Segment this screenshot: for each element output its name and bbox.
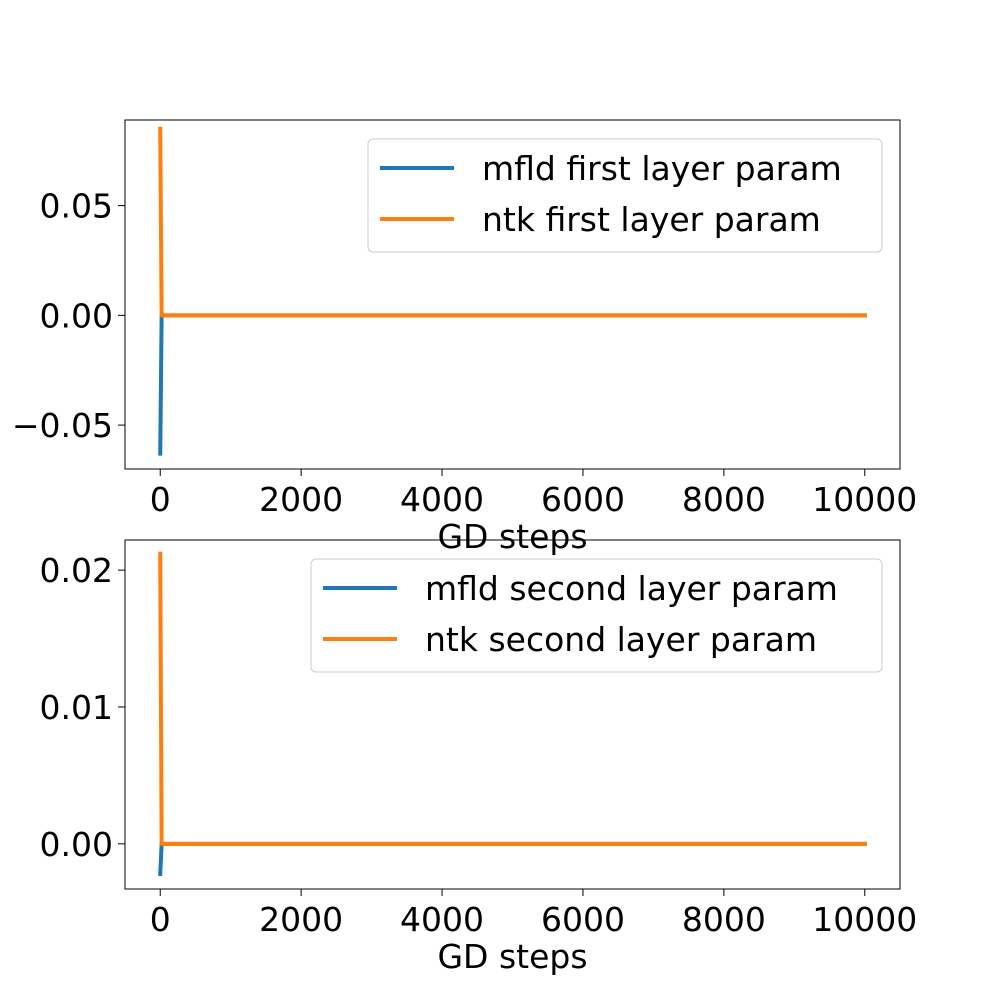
series-group — [158, 126, 867, 456]
legend-label: ntk second layer param — [425, 620, 817, 659]
x-tick-label: 0 — [150, 480, 171, 519]
x-tick-label: 4000 — [400, 900, 484, 939]
y-tick-label: 0.02 — [40, 551, 113, 590]
series-group — [158, 551, 867, 877]
x-tick-label: 10000 — [812, 480, 917, 519]
x-tick-label: 8000 — [682, 480, 766, 519]
y-tick-label: 0.05 — [40, 187, 113, 226]
x-tick-label: 2000 — [259, 900, 343, 939]
legend: mfld second layer param ntk second layer … — [310, 558, 883, 673]
chart-first-layer: 0 2000 4000 6000 8000 10000 −0.05 0.00 0.05 GD st… — [12, 119, 917, 556]
y-tick-label: −0.05 — [12, 406, 113, 445]
x-tick-label: 8000 — [682, 900, 766, 939]
axes-frame — [124, 119, 901, 470]
x-tick-label: 0 — [150, 900, 171, 939]
series-line-ntk — [158, 126, 867, 318]
x-axis-title: GD steps — [437, 517, 587, 556]
axes-frame — [124, 539, 901, 890]
x-tick-label: 4000 — [400, 480, 484, 519]
legend-box — [310, 558, 883, 673]
legend-box — [367, 138, 883, 253]
series-line-ntk — [158, 551, 867, 846]
legend-label: mfld first layer param — [482, 149, 842, 188]
y-tick-label: 0.01 — [40, 688, 113, 727]
legend-label: mfld second layer param — [425, 569, 838, 608]
chart-second-layer: 0 2000 4000 6000 8000 10000 0.00 0.01 0.02 GD ste… — [40, 539, 917, 976]
x-axis-title: GD steps — [437, 937, 587, 976]
x-tick-label: 6000 — [541, 480, 625, 519]
y-tick-label: 0.00 — [40, 825, 113, 864]
legend-label: ntk first layer param — [482, 200, 821, 239]
x-tick-label: 2000 — [259, 480, 343, 519]
y-tick-label: 0.00 — [40, 296, 113, 335]
x-tick-label: 6000 — [541, 900, 625, 939]
x-tick-label: 10000 — [812, 900, 917, 939]
legend: mfld first layer param ntk first layer pa… — [367, 138, 883, 253]
